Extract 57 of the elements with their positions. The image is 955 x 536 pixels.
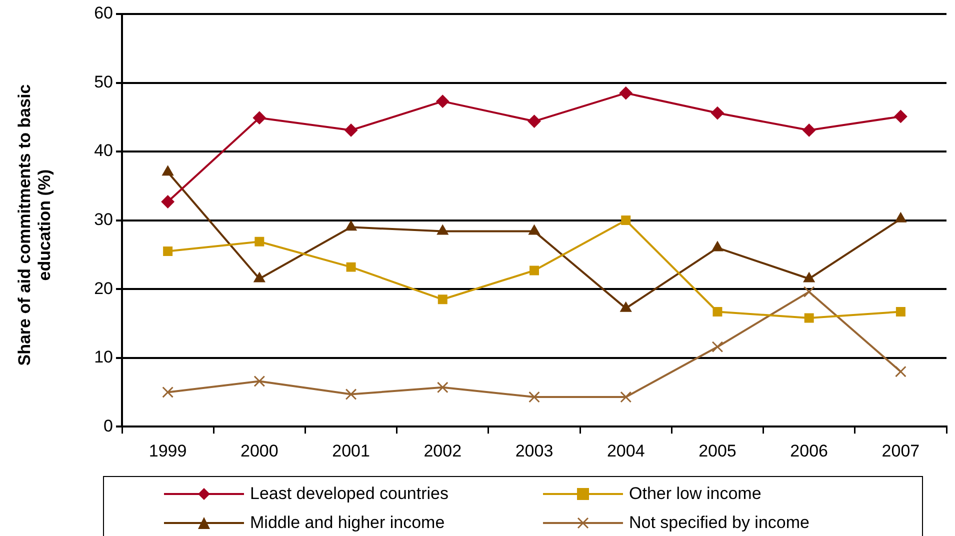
y-tick-label: 40 [94, 141, 113, 160]
point [620, 391, 632, 403]
point [804, 313, 814, 323]
y-axis-title: Share of aid commitments to basic education (%) [15, 83, 55, 368]
point [895, 212, 906, 222]
point [894, 366, 906, 378]
point [161, 195, 174, 208]
point [619, 86, 632, 100]
point [345, 220, 357, 231]
point [894, 110, 908, 123]
legend-label: Other low income [629, 484, 762, 504]
y-tick-label: 60 [94, 4, 113, 23]
point [802, 124, 816, 137]
x-tick-label: 2000 [240, 441, 278, 460]
point [345, 388, 357, 400]
point [528, 391, 540, 403]
point [803, 272, 815, 282]
y-tick-label: 10 [94, 348, 113, 367]
point [436, 94, 450, 108]
point [712, 307, 722, 317]
point [254, 376, 266, 387]
point [710, 106, 724, 120]
point [163, 246, 173, 256]
point [621, 216, 631, 226]
x-tick-label: 1999 [148, 441, 187, 460]
x-tick-label: 2001 [332, 441, 370, 460]
x-tick-label: 2002 [424, 441, 462, 460]
point [254, 236, 264, 246]
legend-label: Not specified by income [629, 513, 810, 533]
point [436, 224, 448, 235]
y-tick-label: 20 [94, 278, 113, 298]
y-tick-label: 0 [104, 416, 113, 436]
point [620, 302, 632, 312]
point [712, 341, 724, 353]
x-tick-label: 2006 [790, 441, 828, 460]
point [896, 307, 906, 317]
point [162, 166, 174, 176]
point [438, 294, 448, 304]
y-tick-label: 30 [94, 210, 113, 229]
y-tick-label: 50 [94, 72, 113, 92]
point [436, 382, 448, 394]
point [528, 224, 540, 235]
point [254, 272, 266, 282]
point [252, 111, 266, 124]
x-tick-label: 2007 [882, 441, 920, 460]
point [712, 241, 724, 252]
x-tick-label: 2005 [698, 441, 736, 460]
x-tick-label: 2004 [606, 441, 645, 460]
point [803, 286, 815, 298]
point [162, 386, 174, 398]
legend-label: Middle and higher income [250, 513, 445, 533]
x-tick-label: 2003 [515, 441, 554, 460]
legend-label: Least developed countries [250, 484, 448, 504]
point [344, 124, 358, 137]
point [530, 266, 539, 276]
point [346, 262, 356, 272]
point [528, 114, 541, 128]
